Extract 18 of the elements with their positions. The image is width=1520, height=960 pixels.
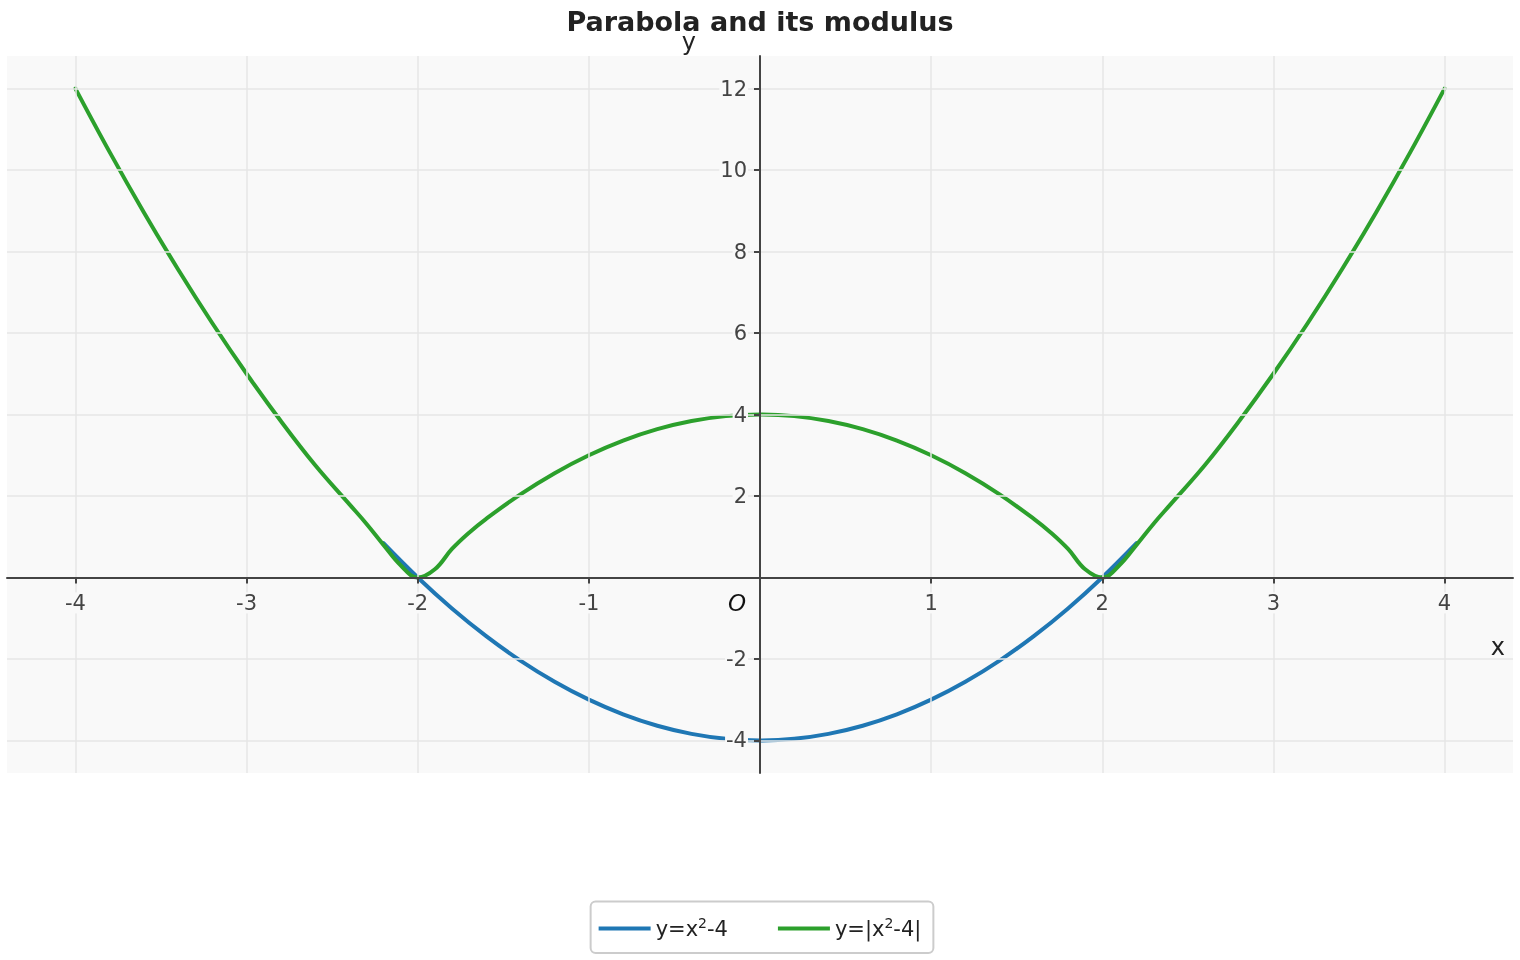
x-tick-label: -2 <box>407 590 429 615</box>
y-tick-label: -4 <box>726 728 747 753</box>
y-tick-label: 6 <box>733 321 747 346</box>
y-tick-label: 4 <box>733 402 747 427</box>
y-tick-label: 10 <box>720 158 747 183</box>
y-tick-label: 8 <box>733 239 747 264</box>
y-tick-label: -2 <box>726 646 747 671</box>
x-tick-label: -4 <box>64 590 86 615</box>
x-tick-label: -1 <box>578 590 600 615</box>
x-tick-label: 3 <box>1266 590 1281 615</box>
x-tick-label: 1 <box>924 590 938 615</box>
y-tick-label: 12 <box>720 76 747 101</box>
x-axis-title: x <box>1490 633 1505 662</box>
annotation: O <box>727 589 746 616</box>
x-tick-label: 4 <box>1437 590 1452 615</box>
x-tick-label: -3 <box>236 590 258 615</box>
x-tick-label: 2 <box>1095 590 1109 615</box>
y-tick-label: 2 <box>733 483 747 508</box>
